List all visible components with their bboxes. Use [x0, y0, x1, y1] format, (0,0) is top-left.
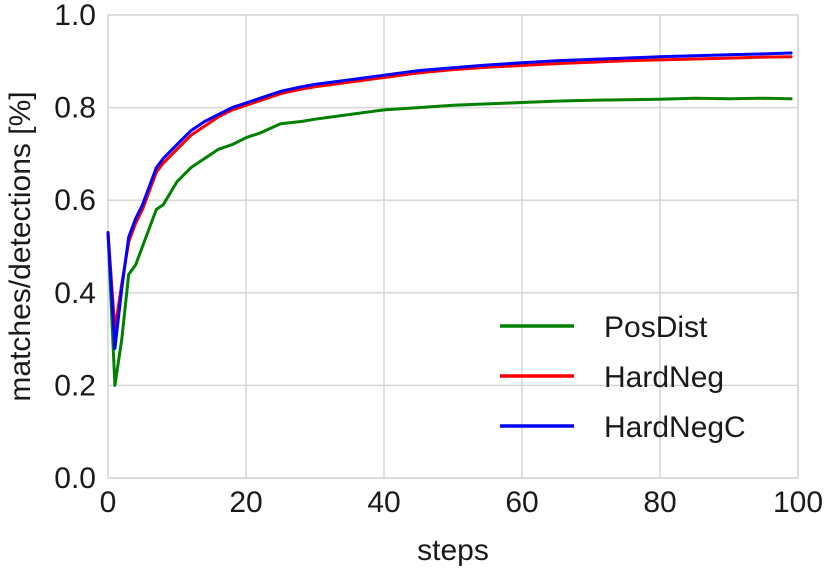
series-line-hardnegc: [106, 51, 793, 350]
x-tick-label: 100: [773, 486, 823, 519]
y-tick-label: 0.4: [54, 277, 96, 310]
x-tick-label: 80: [643, 486, 676, 519]
x-axis-label: steps: [417, 534, 489, 567]
legend: PosDist HardNeg HardNegC: [500, 311, 746, 444]
y-tick-label: 0.0: [54, 462, 96, 495]
series-line-hardneg: [106, 55, 793, 332]
plot-area: [107, 14, 799, 479]
y-tick-label: 0.6: [54, 184, 96, 217]
x-tick-label: 0: [100, 486, 117, 519]
tick-labels: 0 20 40 60 80 100 0.0 0.2 0.4 0.6 0.8 1.0: [54, 0, 823, 519]
legend-label-posdist: PosDist: [604, 311, 708, 344]
series-lines: [106, 51, 793, 387]
series-line-posdist: [106, 96, 793, 387]
x-tick-label: 40: [367, 486, 400, 519]
legend-label-hardneg: HardNeg: [604, 361, 724, 394]
y-tick-label: 0.8: [54, 92, 96, 125]
x-tick-label: 60: [505, 486, 538, 519]
y-axis-label: matches/detections [%]: [4, 91, 37, 401]
y-tick-label: 0.2: [54, 369, 96, 402]
grid: [107, 14, 799, 479]
y-tick-label: 1.0: [54, 0, 96, 32]
x-tick-label: 20: [229, 486, 262, 519]
legend-label-hardnegc: HardNegC: [604, 411, 746, 444]
